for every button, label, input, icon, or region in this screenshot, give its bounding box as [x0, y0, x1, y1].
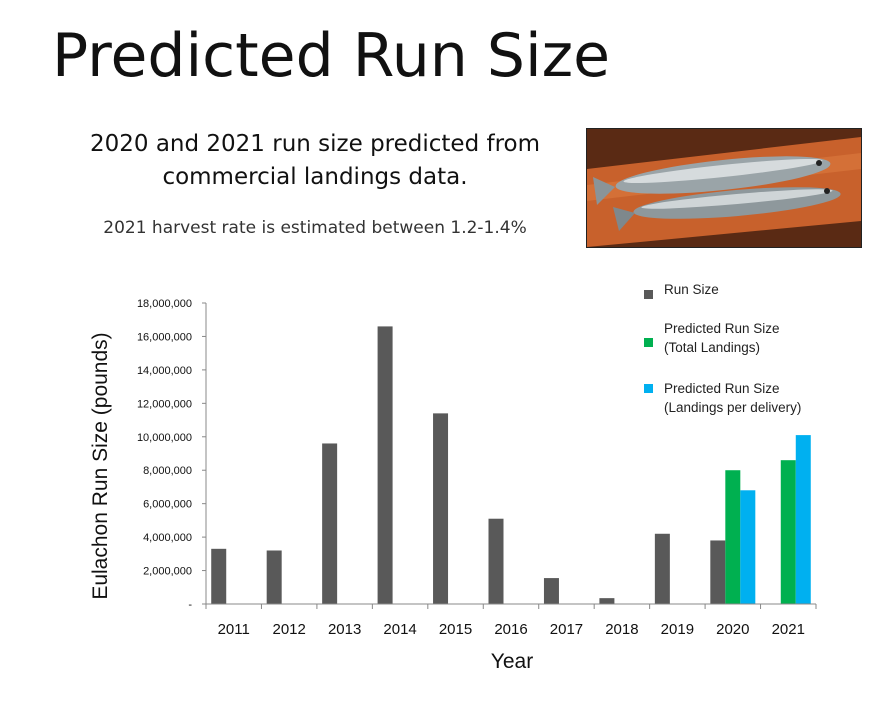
bar-predicted-landings-per-delivery-2020: [740, 490, 756, 604]
y-tick-label: 10,000,000: [137, 432, 192, 444]
x-axis-ticks: 2011 2012 2013 2014 2015 2016 2017 2018 2019 2020…: [205, 604, 817, 638]
y-tick-label: 16,000,000: [137, 331, 192, 343]
legend-label-landings-per-delivery: Predicted Run Size (Landings per deliver…: [664, 381, 802, 415]
x-tick-label: 2011: [218, 621, 250, 638]
x-tick-label: 2021: [772, 621, 805, 638]
bar-run-size-2012: [266, 550, 282, 604]
slide-title: Predicted Run Size: [52, 21, 611, 91]
legend-swatch-run-size: [644, 290, 653, 299]
y-tick-label: 4,000,000: [143, 532, 192, 544]
slide-subtitle: 2020 and 2021 run size predicted from co…: [89, 131, 541, 190]
y-tick-label: 6,000,000: [143, 499, 192, 511]
bar-run-size-2014: [377, 326, 393, 604]
legend-label-total-landings: Predicted Run Size (Total Landings): [664, 321, 780, 355]
y-axis-ticks: - 2,000,000 4,000,000 6,000,000 8,000,000 10,…: [137, 298, 206, 611]
chart-legend: Run Size Predicted Run Size (Total Landi…: [644, 280, 874, 440]
legend-label-run-size: Run Size: [664, 282, 719, 297]
x-tick-label: 2013: [328, 621, 361, 638]
bar-predicted-total-landings-2021: [780, 460, 796, 604]
x-tick-label: 2012: [272, 621, 305, 638]
bar-run-size-2016: [488, 518, 504, 604]
y-tick-label: 18,000,000: [137, 298, 192, 310]
bar-run-size-2013: [322, 443, 338, 604]
x-tick-label: 2018: [605, 621, 638, 638]
y-tick-label: -: [188, 599, 192, 611]
legend-swatch-landings-per-delivery: [644, 384, 653, 393]
y-tick-label: 2,000,000: [143, 566, 192, 578]
y-tick-label: 14,000,000: [137, 365, 192, 377]
x-tick-label: 2016: [494, 621, 527, 638]
eulachon-fish-photo: [586, 128, 862, 248]
bar-run-size-2020: [710, 540, 726, 604]
x-tick-label: 2020: [716, 621, 749, 638]
bar-run-size-2017: [543, 578, 559, 604]
bar-series-group: [211, 326, 811, 604]
y-tick-label: 8,000,000: [143, 465, 192, 477]
bar-predicted-total-landings-2020: [725, 470, 741, 604]
y-tick-label: 12,000,000: [137, 398, 192, 410]
bar-run-size-2015: [433, 413, 449, 604]
x-tick-label: 2017: [550, 621, 583, 638]
x-tick-label: 2014: [383, 621, 416, 638]
y-axis-title: Eulachon Run Size (pounds): [89, 332, 112, 599]
bar-run-size-2011: [211, 548, 227, 604]
legend-swatch-total-landings: [644, 338, 653, 347]
x-tick-label: 2019: [661, 621, 694, 638]
x-tick-label: 2015: [439, 621, 472, 638]
bar-run-size-2018: [599, 598, 615, 604]
bar-run-size-2019: [654, 533, 670, 604]
harvest-rate-note: 2021 harvest rate is estimated between 1…: [103, 218, 527, 238]
bar-predicted-landings-per-delivery-2021: [795, 435, 811, 604]
x-axis-title: Year: [491, 650, 533, 673]
